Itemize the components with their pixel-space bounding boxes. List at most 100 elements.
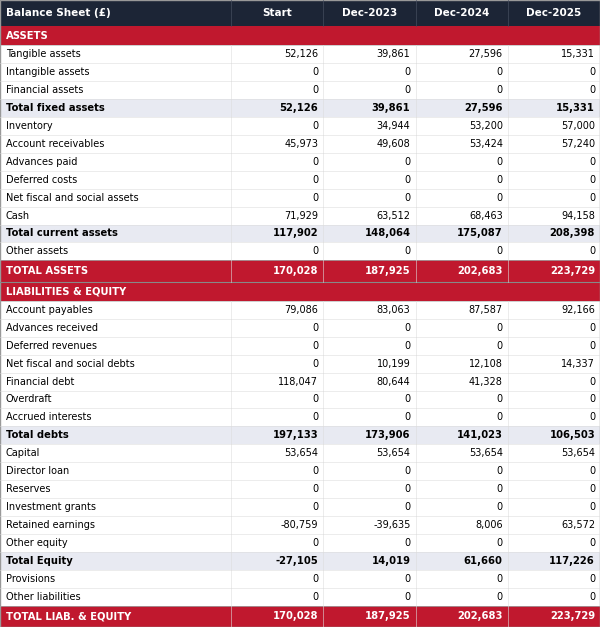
Text: 0: 0 (589, 246, 595, 256)
Text: 52,126: 52,126 (280, 103, 318, 113)
Text: 117,902: 117,902 (272, 228, 318, 238)
Text: Intangible assets: Intangible assets (6, 67, 89, 77)
Text: 53,654: 53,654 (377, 448, 410, 458)
Text: 0: 0 (312, 538, 318, 548)
Text: 197,133: 197,133 (272, 430, 318, 440)
Text: Accrued interests: Accrued interests (6, 413, 91, 423)
Text: 68,463: 68,463 (469, 211, 503, 221)
Text: 0: 0 (404, 484, 410, 494)
Text: 0: 0 (589, 466, 595, 476)
Text: 202,683: 202,683 (457, 611, 503, 621)
Text: 12,108: 12,108 (469, 359, 503, 369)
Text: 14,337: 14,337 (561, 359, 595, 369)
Text: -80,759: -80,759 (281, 520, 318, 530)
Text: 0: 0 (589, 377, 595, 387)
Text: Other equity: Other equity (6, 538, 68, 548)
Text: 0: 0 (589, 538, 595, 548)
Text: Reserves: Reserves (6, 484, 50, 494)
Text: 0: 0 (497, 85, 503, 95)
Text: 0: 0 (589, 574, 595, 584)
Bar (0, 445, 600, 462)
Text: Dec-2023: Dec-2023 (342, 8, 397, 18)
Text: 0: 0 (312, 574, 318, 584)
Text: 0: 0 (589, 85, 595, 95)
Text: 202,683: 202,683 (457, 266, 503, 276)
Text: 0: 0 (312, 394, 318, 404)
Text: 0: 0 (312, 323, 318, 333)
Bar (0, 391, 600, 408)
Text: 0: 0 (589, 67, 595, 77)
Text: 39,861: 39,861 (377, 50, 410, 60)
Bar (0, 372, 600, 391)
Text: 0: 0 (312, 340, 318, 350)
Text: 27,596: 27,596 (464, 103, 503, 113)
Text: 53,654: 53,654 (561, 448, 595, 458)
Text: -39,635: -39,635 (373, 520, 410, 530)
Text: Provisions: Provisions (6, 574, 55, 584)
Bar (0, 224, 600, 243)
Text: 57,000: 57,000 (561, 121, 595, 131)
Bar (0, 570, 600, 587)
Bar (0, 171, 600, 189)
Bar (0, 587, 600, 606)
Text: Retained earnings: Retained earnings (6, 520, 95, 530)
Text: 0: 0 (497, 574, 503, 584)
Bar (0, 462, 600, 480)
Text: Dec-2025: Dec-2025 (526, 8, 581, 18)
Text: 0: 0 (312, 413, 318, 423)
Bar (0, 243, 600, 260)
Bar (0, 301, 600, 319)
Text: Capital: Capital (6, 448, 40, 458)
Text: Tangible assets: Tangible assets (6, 50, 81, 60)
Text: Account payables: Account payables (6, 305, 93, 315)
Text: 106,503: 106,503 (550, 430, 595, 440)
Text: 0: 0 (404, 192, 410, 203)
Bar (0, 498, 600, 516)
Text: 52,126: 52,126 (284, 50, 318, 60)
Text: 15,331: 15,331 (561, 50, 595, 60)
Text: Financial assets: Financial assets (6, 85, 83, 95)
Text: 0: 0 (404, 538, 410, 548)
Text: Balance Sheet (£): Balance Sheet (£) (6, 8, 111, 18)
Text: 0: 0 (312, 157, 318, 167)
Text: -27,105: -27,105 (275, 556, 318, 566)
Text: 0: 0 (312, 246, 318, 256)
Text: Deferred costs: Deferred costs (6, 175, 77, 185)
Bar (0, 82, 600, 99)
Text: 0: 0 (589, 340, 595, 350)
Text: Advances paid: Advances paid (6, 157, 77, 167)
Text: 0: 0 (312, 67, 318, 77)
Text: Total current assets: Total current assets (6, 228, 118, 238)
Text: 0: 0 (312, 466, 318, 476)
Text: 39,861: 39,861 (372, 103, 410, 113)
Text: 0: 0 (497, 413, 503, 423)
Text: 15,331: 15,331 (556, 103, 595, 113)
Text: 27,596: 27,596 (469, 50, 503, 60)
Bar (0, 355, 600, 372)
Text: 41,328: 41,328 (469, 377, 503, 387)
Bar (0, 516, 600, 534)
Text: 0: 0 (497, 67, 503, 77)
Bar (0, 0, 600, 26)
Bar (0, 426, 600, 445)
Bar (0, 153, 600, 171)
Text: 0: 0 (589, 484, 595, 494)
Bar (0, 606, 600, 627)
Text: 141,023: 141,023 (457, 430, 503, 440)
Text: Dec-2024: Dec-2024 (434, 8, 490, 18)
Text: Total Equity: Total Equity (6, 556, 73, 566)
Text: 0: 0 (312, 484, 318, 494)
Text: 0: 0 (589, 323, 595, 333)
Text: 0: 0 (589, 394, 595, 404)
Text: 63,512: 63,512 (377, 211, 410, 221)
Text: 187,925: 187,925 (365, 611, 410, 621)
Text: 0: 0 (497, 538, 503, 548)
Text: Total debts: Total debts (6, 430, 69, 440)
Text: 0: 0 (589, 591, 595, 601)
Text: 0: 0 (497, 484, 503, 494)
Bar (0, 135, 600, 153)
Text: Cash: Cash (6, 211, 30, 221)
Text: 0: 0 (404, 340, 410, 350)
Text: Investment grants: Investment grants (6, 502, 96, 512)
Text: 57,240: 57,240 (561, 139, 595, 149)
